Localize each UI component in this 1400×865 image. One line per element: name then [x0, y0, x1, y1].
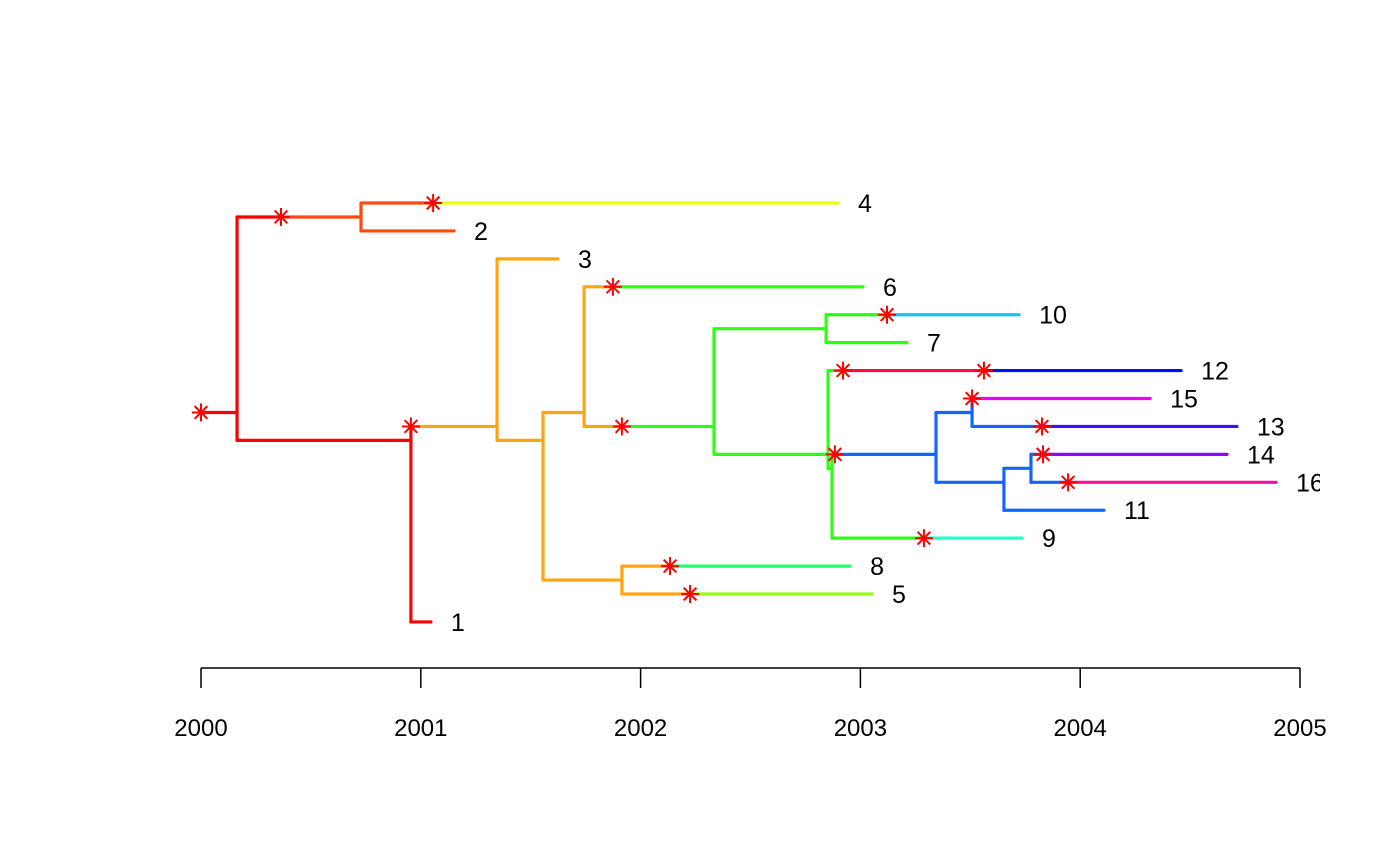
tip-label-2: 2 [474, 218, 488, 246]
tip-label-5: 5 [892, 581, 906, 609]
transmission-star-marker [424, 194, 443, 212]
transmission-star-marker [401, 417, 420, 436]
x-axis: 2000 2001 2002 2003 2004 2005 [174, 667, 1327, 742]
tip-label-6: 6 [883, 274, 897, 302]
transmission-star-marker [1034, 445, 1053, 464]
tip-label-14: 14 [1247, 441, 1275, 469]
transmission-star-marker [825, 445, 844, 464]
transmission-star-marker [1059, 473, 1078, 492]
tip-label-10: 10 [1039, 302, 1067, 330]
transmission-star-marker [963, 389, 982, 408]
transmission-star-marker [661, 557, 680, 576]
tip-label-1: 1 [451, 609, 465, 637]
tip-label-7: 7 [927, 330, 941, 358]
transmission-star-marker [681, 585, 700, 604]
tick-label-2003: 2003 [834, 715, 887, 742]
tick-label-2002: 2002 [614, 715, 667, 742]
transmission-star-marker [612, 417, 631, 436]
tip-label-8: 8 [870, 553, 884, 581]
tick-label-2005: 2005 [1273, 715, 1326, 742]
transmission-star-marker [272, 207, 291, 226]
transmission-star-marker [914, 529, 933, 548]
tip-label-15: 15 [1170, 386, 1198, 414]
tick-label-2004: 2004 [1054, 715, 1107, 742]
tip-label-3: 3 [578, 246, 592, 274]
transmission-star-marker [834, 361, 853, 380]
transmission-star-marker [603, 277, 622, 296]
tip-label-11: 11 [1124, 497, 1150, 525]
transmission-star-marker [974, 361, 993, 380]
tip-label-4: 4 [858, 190, 872, 218]
tick-label-2000: 2000 [174, 715, 227, 742]
transmission-star-marker [1032, 417, 1051, 436]
transmission-star-marker [192, 403, 210, 422]
tip-label-12: 12 [1201, 358, 1229, 386]
transmission-star-marker [877, 305, 896, 324]
tip-label-9: 9 [1042, 525, 1056, 553]
tick-label-2001: 2001 [394, 715, 447, 742]
tip-label-16: 16 [1296, 469, 1324, 497]
tip-label-13: 13 [1257, 413, 1285, 441]
